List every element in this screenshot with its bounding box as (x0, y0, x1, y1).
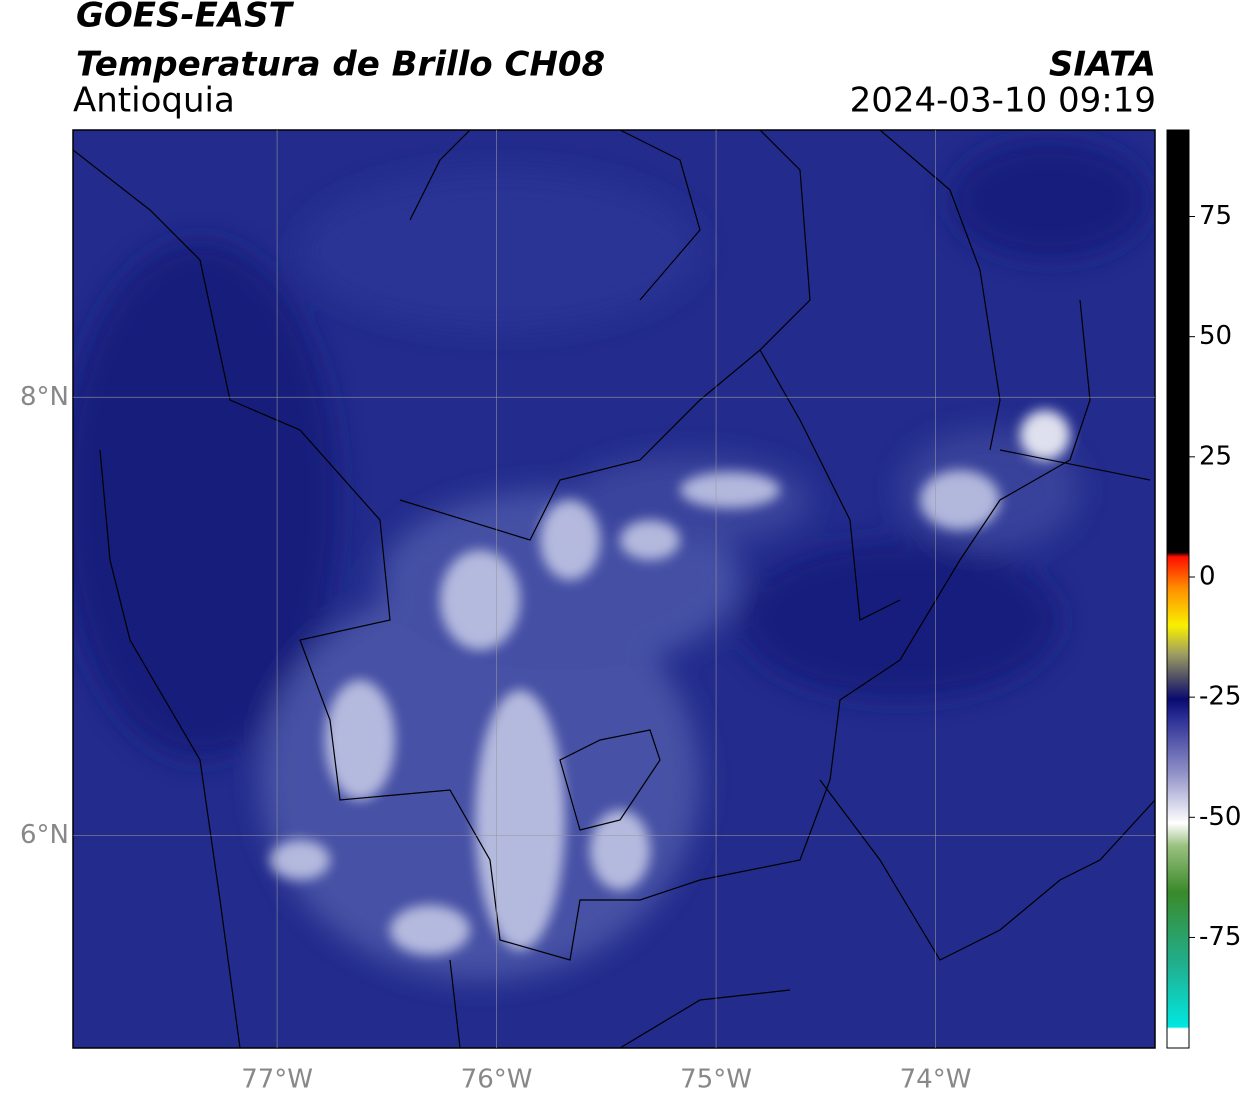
x-tick-label: 74°W (900, 1065, 972, 1095)
region: Antioquia (73, 81, 235, 121)
map-frame (72, 129, 1156, 1049)
datetime: 2024-03-10 09:19 (850, 81, 1156, 121)
subtitle: Temperatura de Brillo CH08 (76, 45, 605, 85)
colorbar-tick-label: -25 (1199, 682, 1241, 712)
borders (73, 130, 1155, 1048)
source: SIATA (1049, 45, 1156, 85)
colorbar-tick-label: 0 (1199, 561, 1216, 591)
y-tick-label: 6°N (20, 820, 69, 850)
satellite-field (73, 130, 1155, 1048)
colorbar-tick-label: 25 (1199, 441, 1232, 471)
colorbar-tick-label: 50 (1199, 321, 1232, 351)
y-tick-label: 8°N (20, 382, 69, 412)
x-tick-label: 76°W (461, 1065, 533, 1095)
colorbar-tick-label: -50 (1199, 802, 1241, 832)
colorbar (1166, 129, 1190, 1049)
title: GOES-EAST (76, 0, 295, 36)
colorbar-tick-label: 75 (1199, 201, 1232, 231)
colorbar-tick-label: -75 (1199, 922, 1241, 952)
x-tick-label: 75°W (680, 1065, 752, 1095)
x-tick-label: 77°W (241, 1065, 313, 1095)
